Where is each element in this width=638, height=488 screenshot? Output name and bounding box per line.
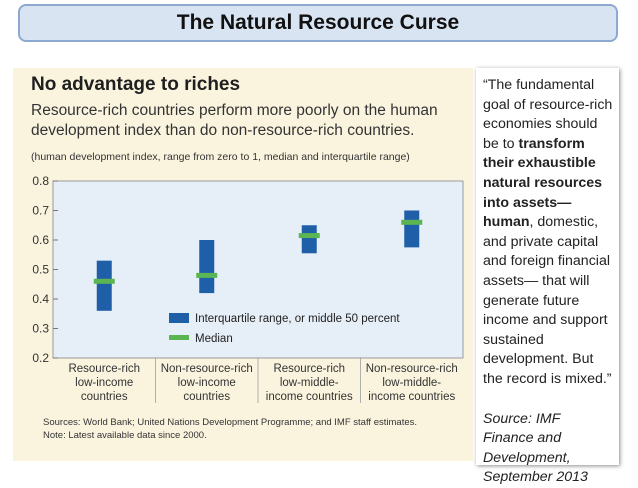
median-marker	[93, 278, 115, 284]
slide-title: The Natural Resource Curse	[176, 11, 460, 34]
y-tick-label: 0.4	[32, 292, 49, 306]
iqr-bar	[96, 260, 112, 311]
quote-text-2: , domestic, and private capital and fore…	[483, 214, 612, 387]
y-tick-label: 0.2	[32, 351, 49, 365]
chart-figure: No advantage to riches Resource-rich cou…	[13, 68, 473, 461]
legend-iqr-label: Interquartile range, or middle 50 percen…	[195, 313, 400, 325]
chart-title: No advantage to riches	[31, 74, 241, 95]
x-category-label: Resource-rich	[68, 363, 140, 375]
x-category-label: countries	[81, 391, 128, 403]
x-category-label: low-middle-	[280, 377, 339, 389]
x-category-label: income countries	[368, 391, 455, 403]
sources-line-1: Sources: World Bank; United Nations Deve…	[43, 417, 418, 428]
quote-text-1: “The fundamental goal of resource-rich e…	[483, 77, 613, 152]
x-category-label: income countries	[266, 391, 353, 403]
iqr-bar	[404, 210, 420, 248]
quote-text-bold: transform their exhaustible natural reso…	[483, 135, 603, 231]
slide-title-banner: The Natural Resource Curse	[18, 4, 618, 42]
x-category-label: low-income	[75, 377, 133, 389]
x-category-label: low-middle-	[382, 377, 441, 389]
iqr-bar	[301, 225, 317, 254]
legend-iqr-swatch	[169, 313, 189, 323]
x-category-label: countries	[183, 391, 230, 403]
x-category-label: low-income	[178, 377, 236, 389]
chart-plot: 0.2 0.3 0.4 0.5 0.6 0.7 0.8 Resource-rich low-in…	[32, 174, 464, 403]
plot-area	[52, 180, 464, 359]
legend-median-label: Median	[195, 333, 233, 345]
median-marker	[298, 233, 320, 239]
y-tick-label: 0.8	[32, 174, 49, 188]
chart-sources: Sources: World Bank; United Nations Deve…	[43, 416, 417, 442]
iqr-bar	[199, 240, 215, 294]
y-tick-label: 0.7	[32, 204, 49, 218]
quote-box: “The fundamental goal of resource-rich e…	[476, 68, 619, 485]
chart-subtitle: Resource-rich countries perform more poo…	[31, 102, 438, 139]
quote-source: Source: IMF Finance and Development, Sep…	[483, 410, 588, 486]
x-category-label: Resource-rich	[273, 363, 345, 375]
median-marker	[196, 272, 218, 278]
y-tick-label: 0.6	[32, 233, 49, 247]
chart-note: (human development index, range from zer…	[31, 151, 410, 163]
median-marker	[401, 219, 423, 225]
y-tick-label: 0.3	[32, 322, 49, 336]
legend-median-swatch	[169, 335, 189, 340]
x-category-label: Non-resource-rich	[366, 363, 458, 375]
x-category-label: Non-resource-rich	[161, 363, 253, 375]
y-tick-label: 0.5	[32, 263, 49, 277]
sources-line-2: Note: Latest available data since 2000.	[43, 430, 207, 441]
